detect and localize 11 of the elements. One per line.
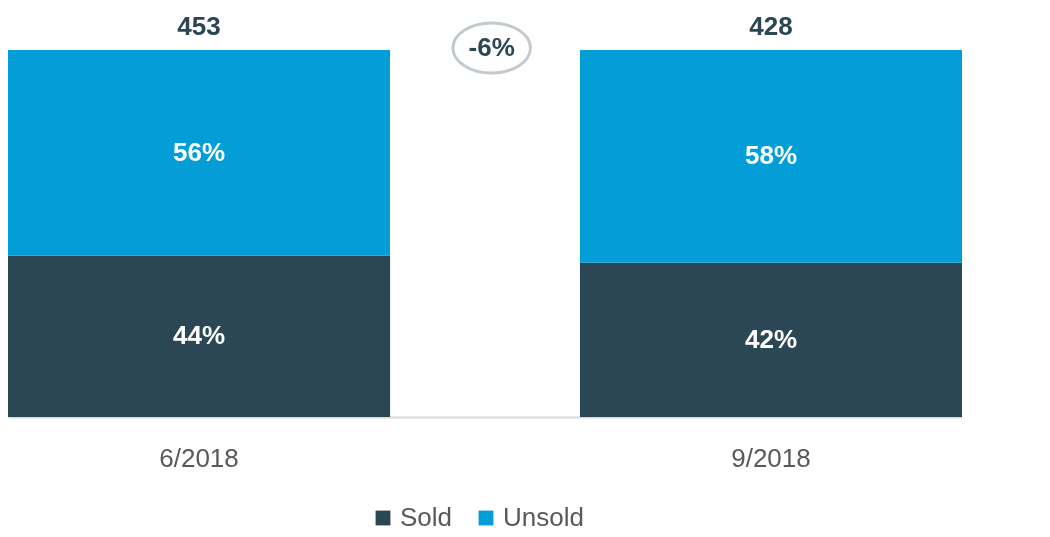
- legend-label: Unsold: [503, 502, 584, 532]
- annotation: 453: [177, 11, 221, 41]
- annotation: 428: [749, 11, 793, 41]
- data-label: 56%: [173, 136, 226, 167]
- x-tick-label: 9/2018: [731, 442, 811, 473]
- annotation: -6%: [468, 32, 515, 62]
- data-label: 44%: [173, 320, 226, 351]
- x-tick-label: 6/2018: [159, 442, 239, 473]
- data-label: 58%: [744, 140, 797, 171]
- data-label: 42%: [744, 323, 797, 354]
- legend-label: Sold: [400, 502, 453, 532]
